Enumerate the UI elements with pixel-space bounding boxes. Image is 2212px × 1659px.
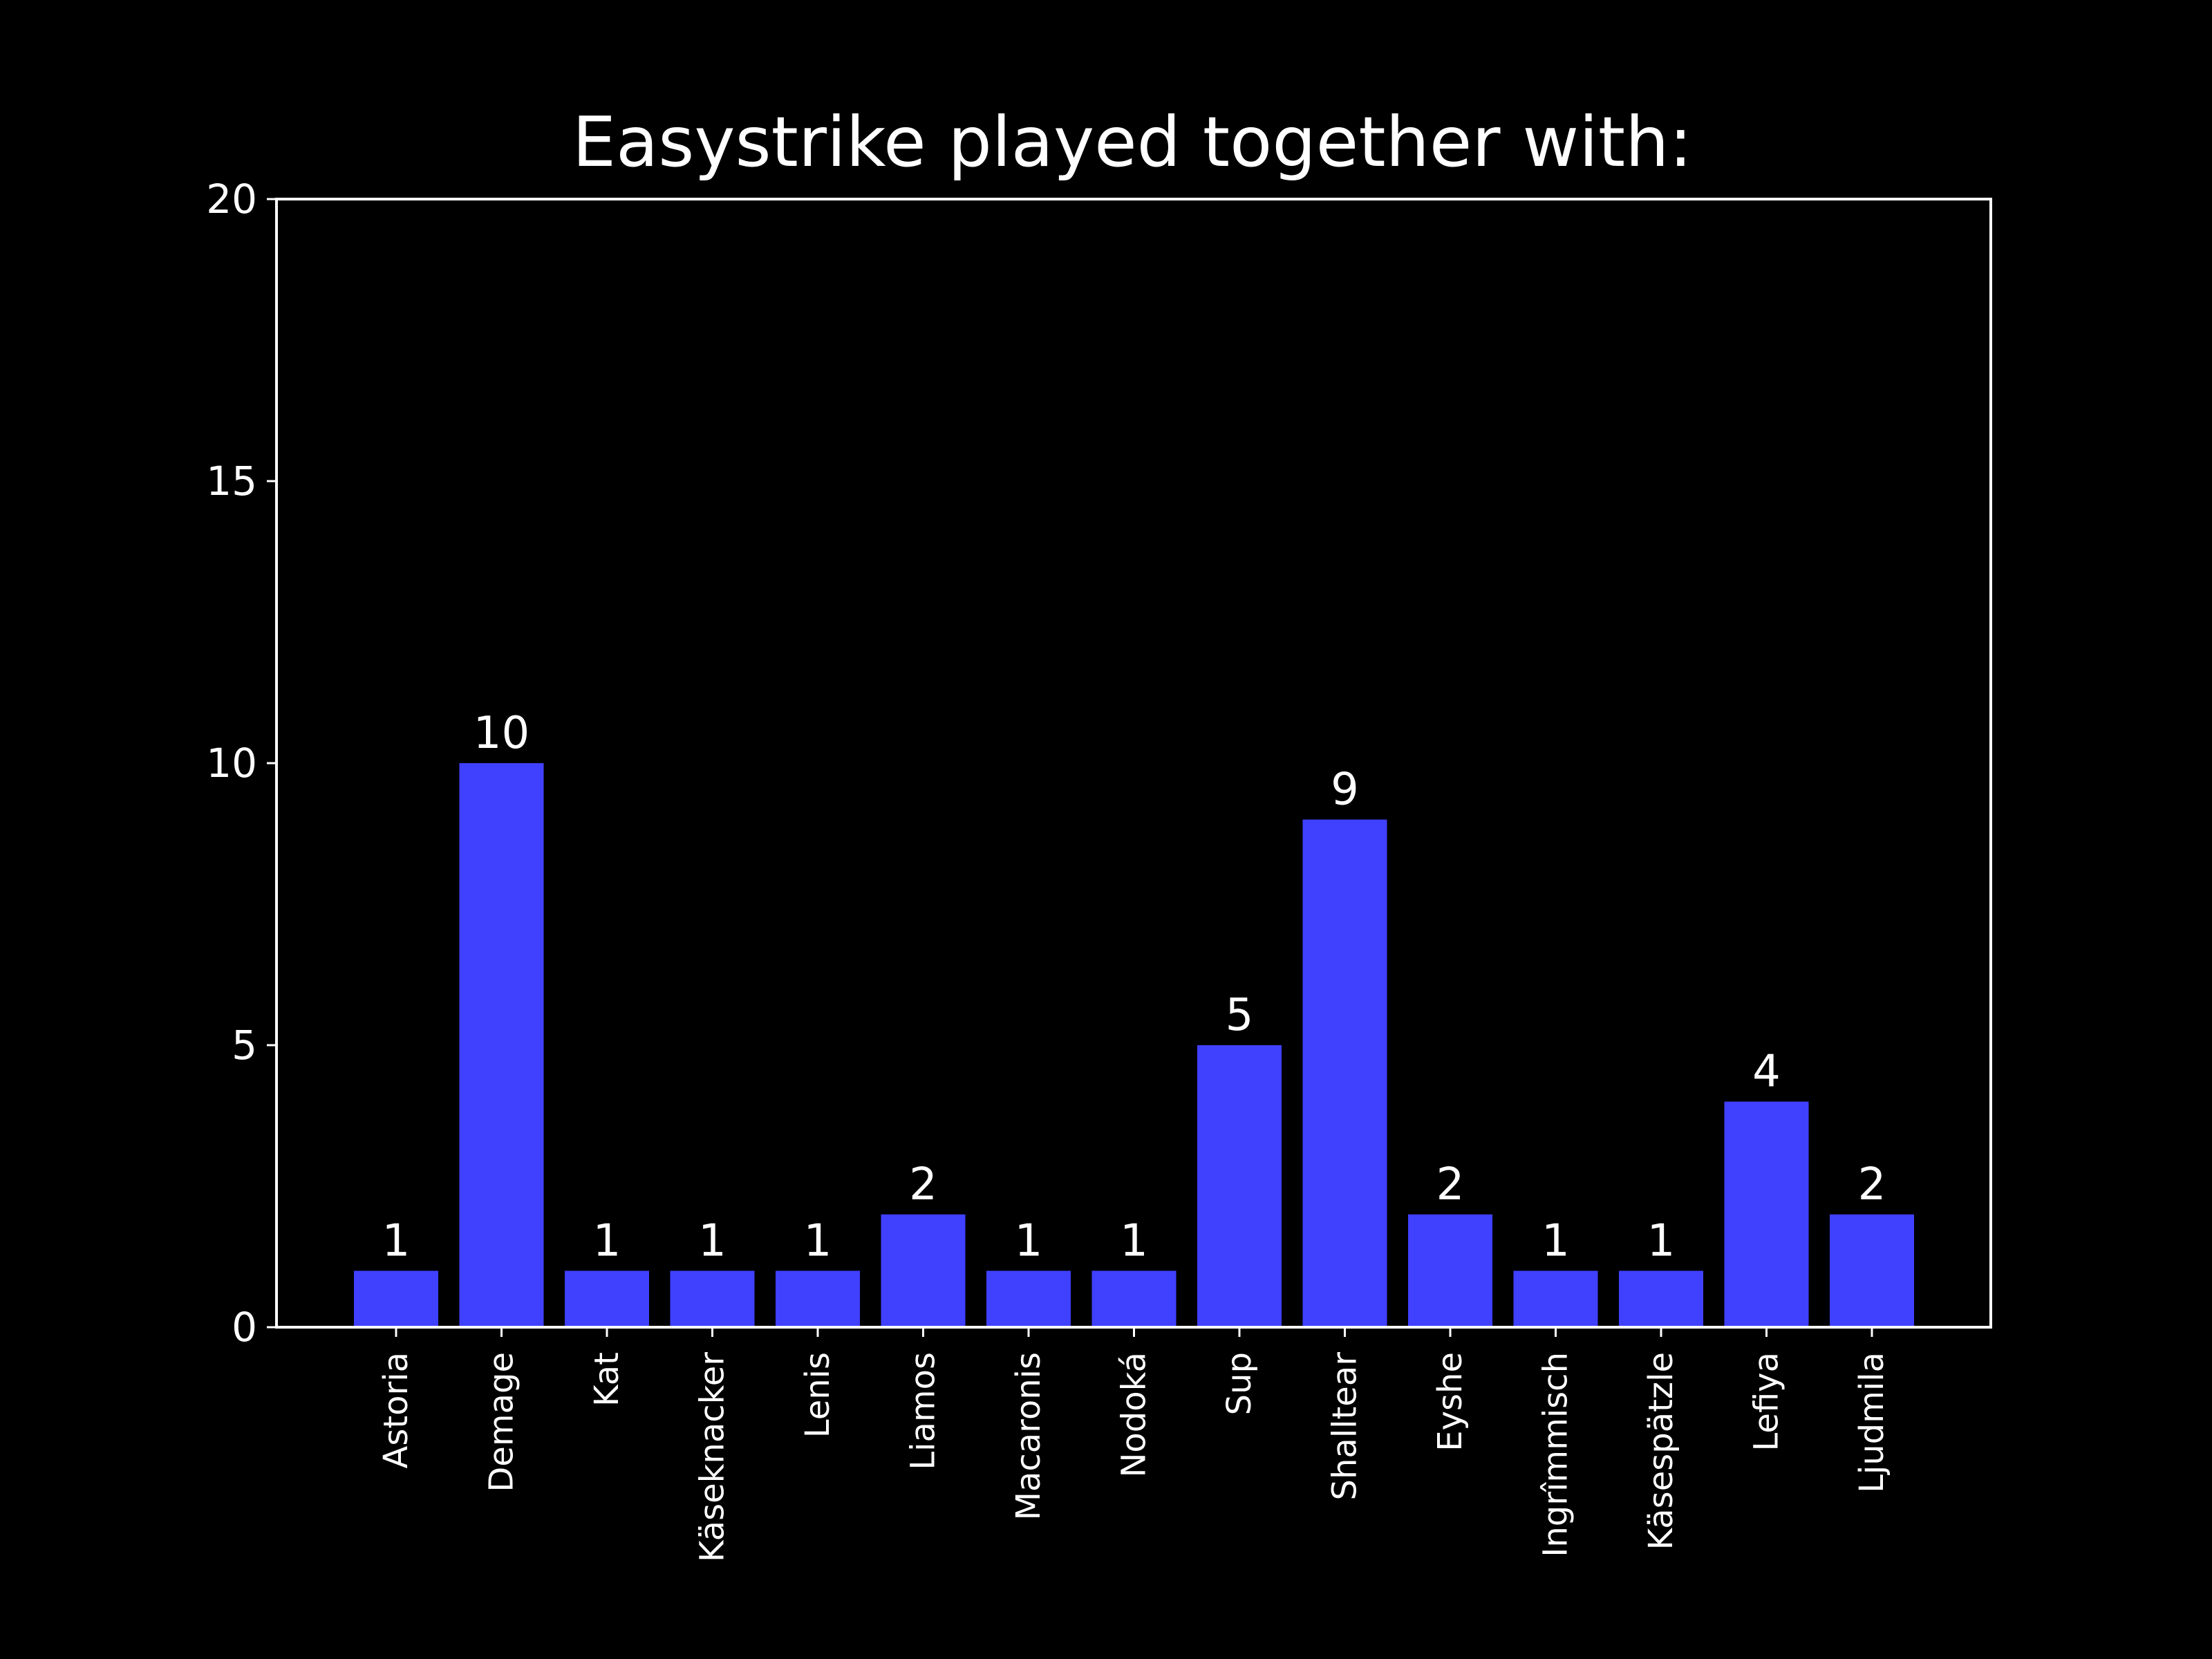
x-tick-label: Shalltear <box>1326 1352 1365 1501</box>
bar <box>459 763 544 1327</box>
bar-value-label: 1 <box>1647 1215 1676 1266</box>
bar-value-label: 1 <box>804 1215 832 1266</box>
bar <box>881 1214 966 1327</box>
bar <box>1197 1045 1282 1327</box>
bar <box>1830 1214 1914 1327</box>
x-tick-label: Käsespätzle <box>1642 1352 1680 1550</box>
bar-value-label: 1 <box>382 1215 411 1266</box>
y-tick-label: 15 <box>206 458 257 505</box>
bar-value-label: 9 <box>1331 765 1359 816</box>
bar-value-label: 2 <box>1436 1159 1465 1210</box>
bar-value-label: 5 <box>1226 990 1254 1041</box>
x-tick-label: Käseknacker <box>693 1352 732 1562</box>
chart-title: Easystrike played together with: <box>572 102 1692 182</box>
y-axis: 0 5 10 15 20 <box>206 176 276 1351</box>
bar <box>670 1271 755 1327</box>
x-tick-label: Eyshe <box>1431 1352 1470 1452</box>
bar-value-label: 1 <box>1015 1215 1043 1266</box>
x-tick-label: Ingrîmmisch <box>1537 1352 1575 1557</box>
bar <box>354 1271 438 1327</box>
bar <box>1619 1271 1703 1327</box>
bar <box>986 1271 1071 1327</box>
x-tick-label: Kat <box>588 1352 626 1407</box>
x-tick-label: Sup <box>1220 1352 1259 1415</box>
x-axis: Astoria Demage Kat Käseknacker Lenis Liamos Ma… <box>377 1327 1891 1562</box>
bar-value-label: 10 <box>474 708 529 759</box>
bar-value-label: 1 <box>593 1215 621 1266</box>
bars-group <box>354 763 1914 1327</box>
bar-value-label: 2 <box>909 1159 937 1210</box>
x-tick-label: Macaronis <box>1009 1352 1048 1520</box>
bar <box>1513 1271 1598 1327</box>
bar <box>1091 1271 1177 1327</box>
bar-value-label: 1 <box>698 1215 727 1266</box>
bar-value-label: 2 <box>1858 1159 1886 1210</box>
bar <box>776 1271 860 1327</box>
x-tick-label: Liamos <box>904 1352 943 1470</box>
plot-frame <box>275 198 1992 1329</box>
x-tick-label: Lenis <box>798 1352 837 1438</box>
bar-value-label: 1 <box>1541 1215 1570 1266</box>
x-tick-label: Demage <box>482 1352 521 1492</box>
y-tick-label: 10 <box>206 740 257 787</box>
bar <box>1724 1101 1809 1327</box>
bar <box>565 1271 649 1327</box>
x-tick-label: Nodoká <box>1115 1352 1154 1477</box>
bar-value-label: 1 <box>1120 1215 1148 1266</box>
y-tick-label: 20 <box>206 176 257 223</box>
bar-value-label: 4 <box>1752 1047 1781 1098</box>
y-tick-label: 5 <box>232 1022 257 1069</box>
bar <box>1302 819 1387 1327</box>
x-tick-label: Astoria <box>377 1352 415 1469</box>
x-tick-label: Lefiya <box>1747 1352 1786 1451</box>
bar <box>1408 1214 1492 1327</box>
data-labels-group: 1 10 1 1 1 2 1 1 5 9 2 1 1 4 2 <box>382 708 1886 1266</box>
x-tick-label: Ljudmila <box>1853 1352 1891 1493</box>
y-tick-label: 0 <box>232 1304 257 1351</box>
